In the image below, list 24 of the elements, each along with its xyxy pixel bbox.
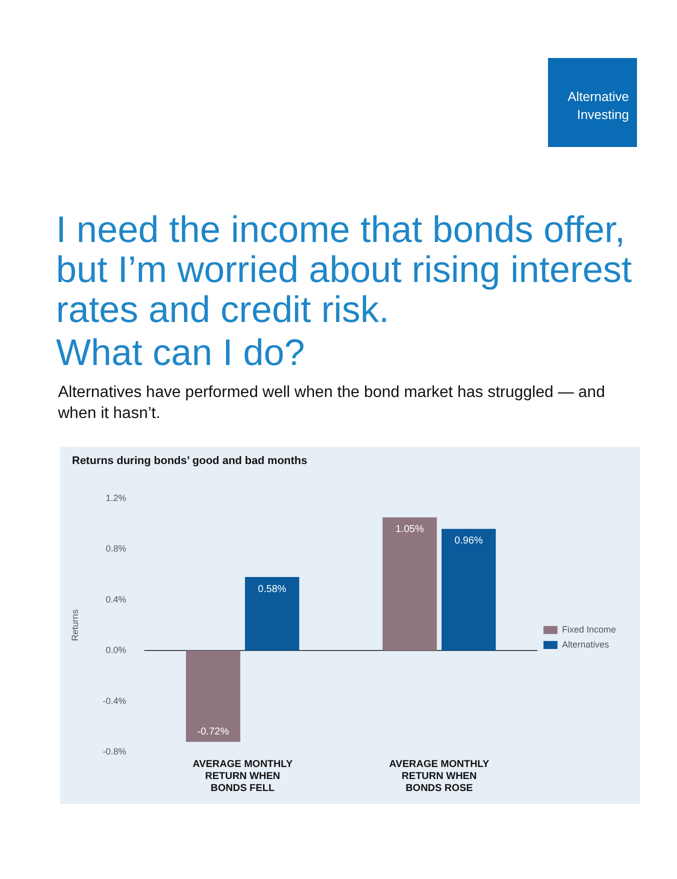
bar xyxy=(382,517,437,651)
data-label: 0.96% xyxy=(454,536,483,547)
data-label: -0.72% xyxy=(197,726,230,738)
y-tick-label: 0.8% xyxy=(106,544,126,554)
y-axis-title: Returns xyxy=(70,608,80,641)
y-tick-label: -0.8% xyxy=(102,746,126,756)
text: Alternative Investing xyxy=(548,58,637,147)
text: I need the income that bonds offer, but I’m worried about rising interest rates and credit risk. xyxy=(56,209,633,330)
bar xyxy=(186,650,240,742)
bar xyxy=(244,577,300,651)
data-label: 1.05% xyxy=(396,524,424,536)
legend-label: Fixed Income xyxy=(562,624,616,634)
chart-title: Returns during bonds’ good and bad months xyxy=(72,455,308,467)
y-tick-label: 0.0% xyxy=(106,645,126,656)
y-tick-label: -0.4% xyxy=(102,696,126,706)
legend-label: Alternatives xyxy=(562,639,610,650)
y-tick-label: 0.4% xyxy=(106,594,126,604)
data-label: 0.58% xyxy=(258,584,286,595)
text: What can I do? xyxy=(56,332,305,373)
x-tick-label: AVERAGE MONTHLY RETURN WHEN BONDS FELL xyxy=(192,758,293,794)
bar xyxy=(442,528,496,651)
text: Alternatives have performed well when the bond market has struggled — and when it hasn’t. xyxy=(58,383,606,424)
x-tick-label: AVERAGE MONTHLY RETURN WHEN BONDS ROSE xyxy=(389,758,490,794)
y-tick-label: 1.2% xyxy=(106,492,126,503)
